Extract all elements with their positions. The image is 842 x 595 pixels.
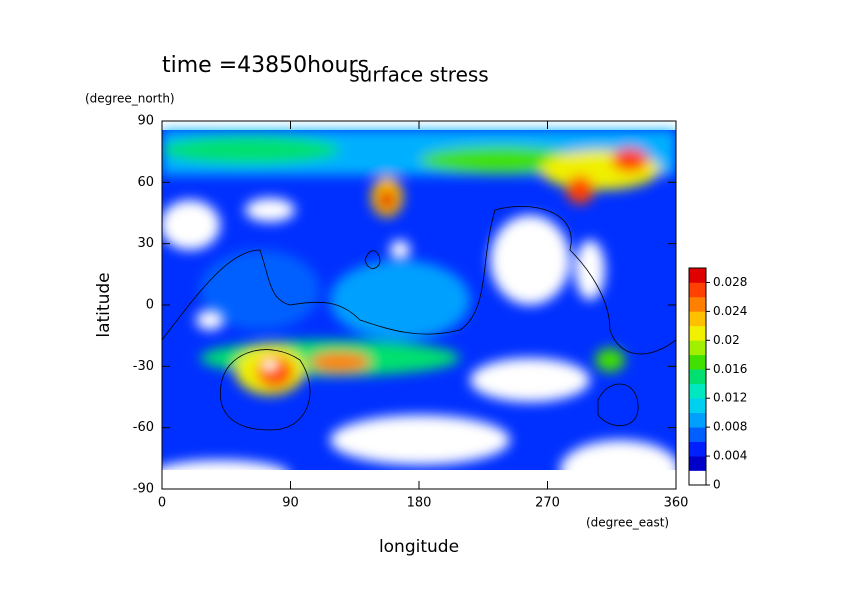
colorbar-tick-label: 0.028 xyxy=(713,275,747,289)
y-tick-label: -30 xyxy=(133,359,154,374)
x-tick-label: 0 xyxy=(158,496,166,511)
colorbar-swatch xyxy=(689,282,706,298)
colorbar-tick-label: 0.016 xyxy=(713,362,747,376)
colorbar-swatch xyxy=(689,470,706,486)
field-blobs xyxy=(162,130,676,395)
y-tick-label: 0 xyxy=(146,298,154,313)
colorbar-swatch xyxy=(689,383,706,399)
colorbar-swatch xyxy=(689,268,706,283)
colorbar-tick-label: 0.024 xyxy=(713,304,747,318)
colorbar-swatch xyxy=(689,354,706,370)
y-tick-label: 90 xyxy=(137,114,154,129)
colorbar-swatch xyxy=(689,412,706,428)
x-tick-label: 180 xyxy=(407,496,432,511)
x-axis-label: longitude xyxy=(379,537,459,557)
colorbar-swatch xyxy=(689,325,706,341)
colorbar-tick-label: 0.012 xyxy=(713,391,747,405)
y-tick-label: -90 xyxy=(133,482,154,497)
colorbar-tick-label: 0.008 xyxy=(713,420,747,434)
colorbar-swatch xyxy=(689,441,706,457)
y-unit: (degree_north) xyxy=(85,92,175,106)
colorbar-swatch xyxy=(689,296,706,312)
field-holes xyxy=(162,198,676,489)
colorbar-swatch xyxy=(689,340,706,356)
time-label: time =43850hours xyxy=(162,53,369,78)
x-tick-label: 270 xyxy=(535,496,560,511)
colorbar-tick-label: 0.02 xyxy=(713,333,740,347)
field xyxy=(162,130,676,489)
x-unit: (degree_east) xyxy=(586,516,669,530)
y-axis-label: latitude xyxy=(94,272,114,337)
y-tick-label: 60 xyxy=(137,175,154,190)
colorbar-tick-label: 0 xyxy=(713,478,721,492)
colorbar-swatch xyxy=(689,369,706,385)
colorbar-swatch xyxy=(689,456,706,471)
x-tick-label: 360 xyxy=(664,496,689,511)
coastlines xyxy=(162,206,676,431)
y-tick-label: 30 xyxy=(137,236,154,251)
colorbar-swatch xyxy=(689,427,706,442)
colorbar-tick-label: 0.004 xyxy=(713,449,747,463)
colorbar-swatch xyxy=(689,311,706,327)
x-tick-label: 90 xyxy=(282,496,299,511)
y-tick-label: -60 xyxy=(133,420,154,435)
colorbar-swatch xyxy=(689,398,706,413)
colorbar-outline xyxy=(688,267,707,486)
chart-title: surface stress xyxy=(349,63,488,87)
